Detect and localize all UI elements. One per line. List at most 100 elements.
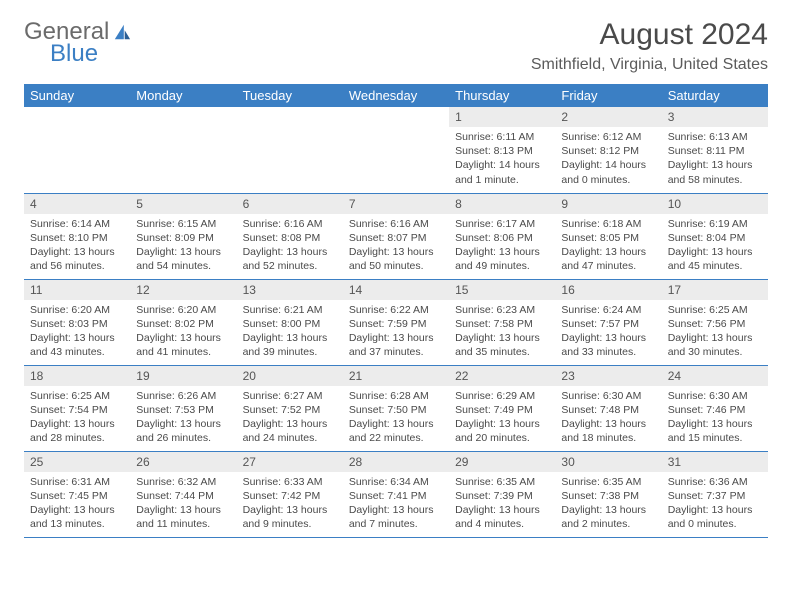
calendar-cell: 15Sunrise: 6:23 AMSunset: 7:58 PMDayligh… bbox=[449, 279, 555, 365]
day-number: 17 bbox=[662, 280, 768, 300]
calendar-body: 1Sunrise: 6:11 AMSunset: 8:13 PMDaylight… bbox=[24, 107, 768, 537]
day-details: Sunrise: 6:33 AMSunset: 7:42 PMDaylight:… bbox=[237, 472, 343, 536]
calendar-cell: 7Sunrise: 6:16 AMSunset: 8:07 PMDaylight… bbox=[343, 193, 449, 279]
day-details: Sunrise: 6:14 AMSunset: 8:10 PMDaylight:… bbox=[24, 214, 130, 278]
day-number: 28 bbox=[343, 452, 449, 472]
day-number: 15 bbox=[449, 280, 555, 300]
calendar-table: SundayMondayTuesdayWednesdayThursdayFrid… bbox=[24, 84, 768, 538]
calendar-cell: 24Sunrise: 6:30 AMSunset: 7:46 PMDayligh… bbox=[662, 365, 768, 451]
calendar-cell: 20Sunrise: 6:27 AMSunset: 7:52 PMDayligh… bbox=[237, 365, 343, 451]
day-number: 29 bbox=[449, 452, 555, 472]
day-details: Sunrise: 6:32 AMSunset: 7:44 PMDaylight:… bbox=[130, 472, 236, 536]
calendar-cell bbox=[24, 107, 130, 193]
calendar-cell: 6Sunrise: 6:16 AMSunset: 8:08 PMDaylight… bbox=[237, 193, 343, 279]
calendar-cell: 30Sunrise: 6:35 AMSunset: 7:38 PMDayligh… bbox=[555, 451, 661, 537]
day-details: Sunrise: 6:18 AMSunset: 8:05 PMDaylight:… bbox=[555, 214, 661, 278]
day-number: 13 bbox=[237, 280, 343, 300]
day-number: 1 bbox=[449, 107, 555, 127]
day-details: Sunrise: 6:15 AMSunset: 8:09 PMDaylight:… bbox=[130, 214, 236, 278]
day-details: Sunrise: 6:16 AMSunset: 8:08 PMDaylight:… bbox=[237, 214, 343, 278]
day-number: 10 bbox=[662, 194, 768, 214]
day-number: 31 bbox=[662, 452, 768, 472]
day-details: Sunrise: 6:13 AMSunset: 8:11 PMDaylight:… bbox=[662, 127, 768, 191]
day-details: Sunrise: 6:17 AMSunset: 8:06 PMDaylight:… bbox=[449, 214, 555, 278]
weekday-header: Sunday bbox=[24, 84, 130, 107]
day-number: 8 bbox=[449, 194, 555, 214]
brand-logo: General Blue bbox=[24, 18, 133, 46]
day-details: Sunrise: 6:35 AMSunset: 7:39 PMDaylight:… bbox=[449, 472, 555, 536]
day-number: 16 bbox=[555, 280, 661, 300]
day-number: 27 bbox=[237, 452, 343, 472]
header: General Blue August 2024 Smithfield, Vir… bbox=[24, 18, 768, 74]
calendar-cell: 14Sunrise: 6:22 AMSunset: 7:59 PMDayligh… bbox=[343, 279, 449, 365]
calendar-cell: 4Sunrise: 6:14 AMSunset: 8:10 PMDaylight… bbox=[24, 193, 130, 279]
weekday-header: Thursday bbox=[449, 84, 555, 107]
day-number: 22 bbox=[449, 366, 555, 386]
calendar-cell: 26Sunrise: 6:32 AMSunset: 7:44 PMDayligh… bbox=[130, 451, 236, 537]
calendar-cell: 8Sunrise: 6:17 AMSunset: 8:06 PMDaylight… bbox=[449, 193, 555, 279]
day-details: Sunrise: 6:22 AMSunset: 7:59 PMDaylight:… bbox=[343, 300, 449, 364]
day-number: 19 bbox=[130, 366, 236, 386]
weekday-header: Monday bbox=[130, 84, 236, 107]
day-details: Sunrise: 6:24 AMSunset: 7:57 PMDaylight:… bbox=[555, 300, 661, 364]
calendar-cell bbox=[130, 107, 236, 193]
weekday-header: Tuesday bbox=[237, 84, 343, 107]
day-details: Sunrise: 6:30 AMSunset: 7:46 PMDaylight:… bbox=[662, 386, 768, 450]
day-details: Sunrise: 6:35 AMSunset: 7:38 PMDaylight:… bbox=[555, 472, 661, 536]
day-number: 18 bbox=[24, 366, 130, 386]
calendar-cell: 25Sunrise: 6:31 AMSunset: 7:45 PMDayligh… bbox=[24, 451, 130, 537]
day-number: 14 bbox=[343, 280, 449, 300]
calendar-cell: 27Sunrise: 6:33 AMSunset: 7:42 PMDayligh… bbox=[237, 451, 343, 537]
day-number: 24 bbox=[662, 366, 768, 386]
weekday-header: Saturday bbox=[662, 84, 768, 107]
calendar-cell: 9Sunrise: 6:18 AMSunset: 8:05 PMDaylight… bbox=[555, 193, 661, 279]
day-details: Sunrise: 6:21 AMSunset: 8:00 PMDaylight:… bbox=[237, 300, 343, 364]
calendar-cell: 19Sunrise: 6:26 AMSunset: 7:53 PMDayligh… bbox=[130, 365, 236, 451]
calendar-cell: 21Sunrise: 6:28 AMSunset: 7:50 PMDayligh… bbox=[343, 365, 449, 451]
calendar-cell: 2Sunrise: 6:12 AMSunset: 8:12 PMDaylight… bbox=[555, 107, 661, 193]
day-details: Sunrise: 6:34 AMSunset: 7:41 PMDaylight:… bbox=[343, 472, 449, 536]
calendar-week: 4Sunrise: 6:14 AMSunset: 8:10 PMDaylight… bbox=[24, 193, 768, 279]
calendar-week: 11Sunrise: 6:20 AMSunset: 8:03 PMDayligh… bbox=[24, 279, 768, 365]
day-number: 9 bbox=[555, 194, 661, 214]
month-title: August 2024 bbox=[531, 18, 768, 52]
day-details: Sunrise: 6:31 AMSunset: 7:45 PMDaylight:… bbox=[24, 472, 130, 536]
brand-part2: Blue bbox=[50, 40, 98, 68]
location: Smithfield, Virginia, United States bbox=[531, 56, 768, 74]
day-number: 11 bbox=[24, 280, 130, 300]
calendar-cell: 31Sunrise: 6:36 AMSunset: 7:37 PMDayligh… bbox=[662, 451, 768, 537]
day-details: Sunrise: 6:25 AMSunset: 7:56 PMDaylight:… bbox=[662, 300, 768, 364]
day-number: 4 bbox=[24, 194, 130, 214]
day-details: Sunrise: 6:29 AMSunset: 7:49 PMDaylight:… bbox=[449, 386, 555, 450]
day-number: 26 bbox=[130, 452, 236, 472]
day-details: Sunrise: 6:19 AMSunset: 8:04 PMDaylight:… bbox=[662, 214, 768, 278]
calendar-cell: 11Sunrise: 6:20 AMSunset: 8:03 PMDayligh… bbox=[24, 279, 130, 365]
calendar-week: 1Sunrise: 6:11 AMSunset: 8:13 PMDaylight… bbox=[24, 107, 768, 193]
calendar-cell: 18Sunrise: 6:25 AMSunset: 7:54 PMDayligh… bbox=[24, 365, 130, 451]
calendar-cell: 5Sunrise: 6:15 AMSunset: 8:09 PMDaylight… bbox=[130, 193, 236, 279]
day-number: 7 bbox=[343, 194, 449, 214]
calendar-cell: 1Sunrise: 6:11 AMSunset: 8:13 PMDaylight… bbox=[449, 107, 555, 193]
day-number: 5 bbox=[130, 194, 236, 214]
day-details: Sunrise: 6:30 AMSunset: 7:48 PMDaylight:… bbox=[555, 386, 661, 450]
day-details: Sunrise: 6:11 AMSunset: 8:13 PMDaylight:… bbox=[449, 127, 555, 191]
calendar-cell: 12Sunrise: 6:20 AMSunset: 8:02 PMDayligh… bbox=[130, 279, 236, 365]
day-details: Sunrise: 6:27 AMSunset: 7:52 PMDaylight:… bbox=[237, 386, 343, 450]
day-number: 25 bbox=[24, 452, 130, 472]
calendar-header-row: SundayMondayTuesdayWednesdayThursdayFrid… bbox=[24, 84, 768, 107]
weekday-header: Friday bbox=[555, 84, 661, 107]
calendar-cell: 23Sunrise: 6:30 AMSunset: 7:48 PMDayligh… bbox=[555, 365, 661, 451]
day-number: 21 bbox=[343, 366, 449, 386]
day-details: Sunrise: 6:20 AMSunset: 8:03 PMDaylight:… bbox=[24, 300, 130, 364]
day-number: 6 bbox=[237, 194, 343, 214]
calendar-cell: 29Sunrise: 6:35 AMSunset: 7:39 PMDayligh… bbox=[449, 451, 555, 537]
day-details: Sunrise: 6:23 AMSunset: 7:58 PMDaylight:… bbox=[449, 300, 555, 364]
day-number: 12 bbox=[130, 280, 236, 300]
calendar-cell: 10Sunrise: 6:19 AMSunset: 8:04 PMDayligh… bbox=[662, 193, 768, 279]
day-details: Sunrise: 6:26 AMSunset: 7:53 PMDaylight:… bbox=[130, 386, 236, 450]
day-number: 30 bbox=[555, 452, 661, 472]
day-details: Sunrise: 6:20 AMSunset: 8:02 PMDaylight:… bbox=[130, 300, 236, 364]
sail-icon bbox=[113, 23, 131, 41]
day-details: Sunrise: 6:25 AMSunset: 7:54 PMDaylight:… bbox=[24, 386, 130, 450]
calendar-cell: 28Sunrise: 6:34 AMSunset: 7:41 PMDayligh… bbox=[343, 451, 449, 537]
